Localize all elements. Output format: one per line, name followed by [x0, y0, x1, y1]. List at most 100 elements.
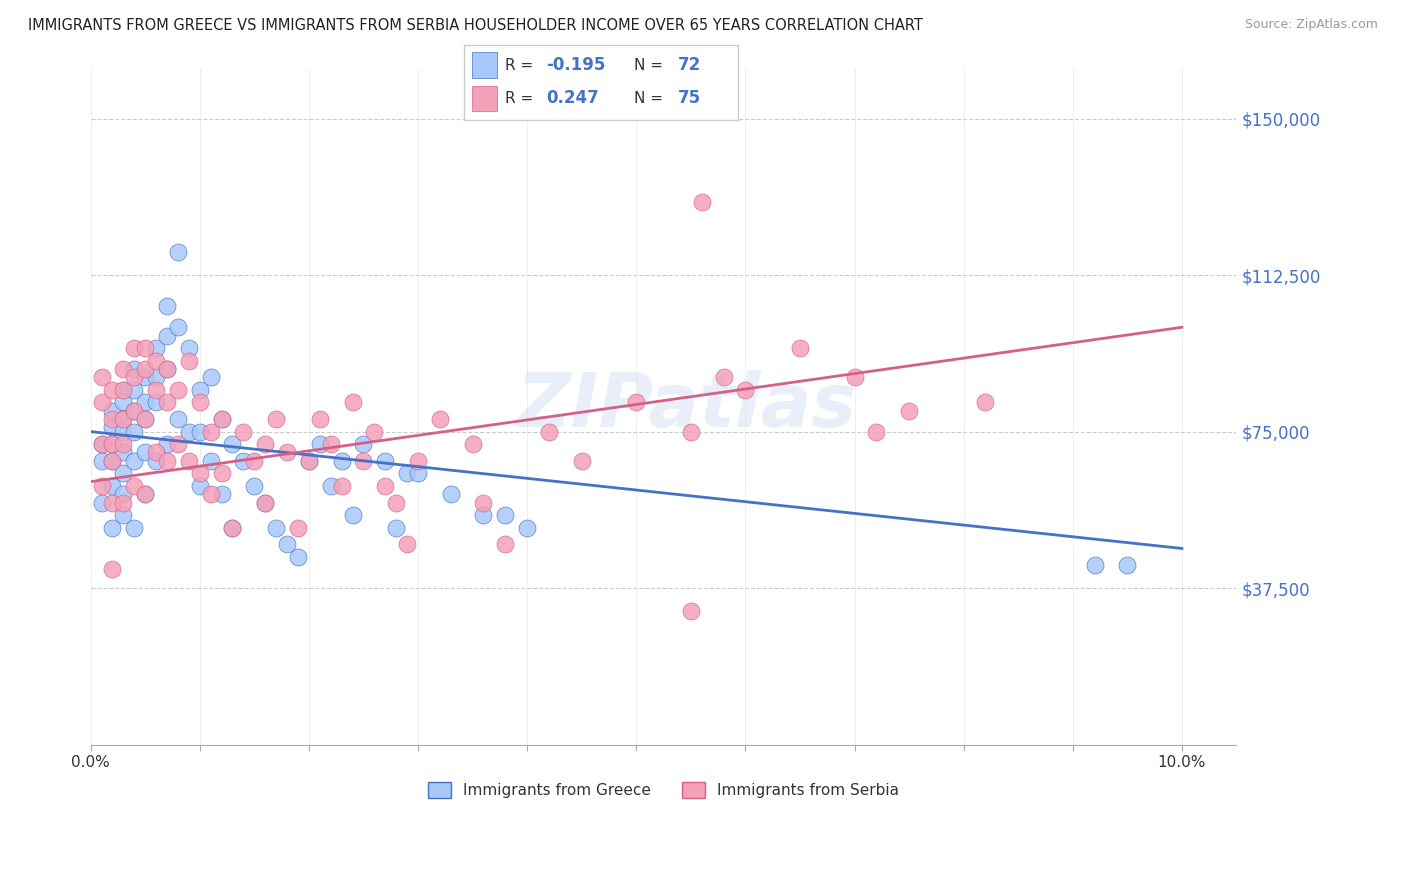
Point	[188, 425, 211, 439]
Point	[396, 537, 419, 551]
Point	[90, 370, 112, 384]
Point	[134, 445, 156, 459]
Point	[298, 454, 321, 468]
Point	[406, 454, 429, 468]
Point	[177, 454, 200, 468]
Point	[101, 437, 124, 451]
Point	[188, 383, 211, 397]
Point	[319, 479, 342, 493]
Point	[101, 412, 124, 426]
Point	[1084, 558, 1107, 573]
Point	[177, 425, 200, 439]
Text: 75: 75	[678, 89, 702, 107]
Point	[112, 412, 135, 426]
Point	[254, 495, 277, 509]
Point	[974, 395, 997, 409]
Point	[122, 425, 145, 439]
Point	[112, 362, 135, 376]
Point	[211, 412, 233, 426]
Point	[690, 195, 713, 210]
Point	[298, 454, 321, 468]
Point	[90, 437, 112, 451]
Point	[221, 520, 243, 534]
Text: 0.247: 0.247	[546, 89, 599, 107]
Point	[145, 395, 167, 409]
Point	[188, 479, 211, 493]
Point	[112, 383, 135, 397]
Point	[156, 362, 179, 376]
Point	[177, 353, 200, 368]
Point	[406, 467, 429, 481]
Point	[156, 299, 179, 313]
Text: Source: ZipAtlas.com: Source: ZipAtlas.com	[1244, 18, 1378, 31]
Point	[156, 328, 179, 343]
Point	[112, 467, 135, 481]
Point	[352, 454, 374, 468]
Point	[1116, 558, 1139, 573]
Point	[374, 454, 396, 468]
Point	[254, 495, 277, 509]
Point	[243, 479, 266, 493]
Point	[112, 445, 135, 459]
Point	[167, 245, 190, 260]
Point	[134, 487, 156, 501]
Point	[211, 487, 233, 501]
Point	[472, 508, 495, 522]
Point	[308, 412, 330, 426]
Point	[145, 341, 167, 355]
Point	[221, 520, 243, 534]
Point	[537, 425, 560, 439]
Point	[112, 437, 135, 451]
Point	[898, 403, 921, 417]
Point	[90, 395, 112, 409]
Point	[101, 454, 124, 468]
Text: R =: R =	[505, 91, 538, 106]
Legend: Immigrants from Greece, Immigrants from Serbia: Immigrants from Greece, Immigrants from …	[422, 776, 905, 805]
Point	[865, 425, 887, 439]
Bar	[472, 86, 496, 112]
Point	[342, 395, 364, 409]
Point	[319, 437, 342, 451]
Point	[276, 537, 298, 551]
Point	[101, 420, 124, 434]
Point	[264, 520, 287, 534]
Point	[134, 487, 156, 501]
Point	[145, 370, 167, 384]
Point	[122, 403, 145, 417]
Point	[101, 495, 124, 509]
Point	[385, 520, 408, 534]
Point	[167, 320, 190, 334]
Point	[156, 395, 179, 409]
Point	[122, 520, 145, 534]
Point	[101, 520, 124, 534]
Point	[134, 362, 156, 376]
Point	[789, 341, 811, 355]
Point	[145, 454, 167, 468]
Point	[243, 454, 266, 468]
Point	[167, 412, 190, 426]
Text: R =: R =	[505, 58, 538, 72]
Point	[167, 383, 190, 397]
Point	[112, 383, 135, 397]
Point	[90, 495, 112, 509]
Point	[156, 362, 179, 376]
Point	[112, 412, 135, 426]
Point	[200, 425, 222, 439]
Point	[122, 341, 145, 355]
Point	[211, 467, 233, 481]
Point	[276, 445, 298, 459]
Point	[188, 395, 211, 409]
Point	[90, 479, 112, 493]
Point	[626, 395, 648, 409]
Point	[134, 395, 156, 409]
Point	[122, 362, 145, 376]
Point	[396, 467, 419, 481]
Point	[461, 437, 484, 451]
Point	[494, 537, 516, 551]
Point	[330, 479, 353, 493]
Text: 72: 72	[678, 56, 702, 74]
Point	[679, 425, 702, 439]
Point	[352, 437, 374, 451]
Point	[101, 437, 124, 451]
Point	[363, 425, 385, 439]
